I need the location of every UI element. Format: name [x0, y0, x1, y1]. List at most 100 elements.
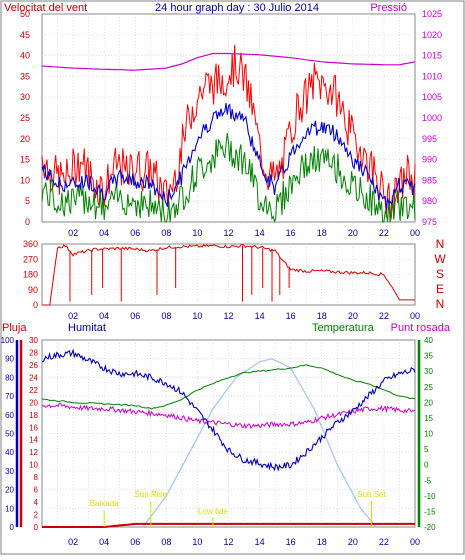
pressure-y-tick-1015: 1015 — [422, 51, 442, 61]
direction-panel-x-tick-12: 12 — [223, 311, 233, 321]
event-label-sun-set: Sun Set — [357, 490, 386, 499]
pressure-y-tick-985: 985 — [422, 175, 437, 185]
wind-y-tick-35: 35 — [20, 71, 30, 81]
direction-y-tick-360: 360 — [23, 239, 38, 249]
climate-panel-x-tick-00: 00 — [410, 537, 420, 547]
direction-panel-x-tick-16: 16 — [286, 311, 296, 321]
humidity-y-tick-60: 60 — [5, 411, 14, 420]
rain-y-tick-22: 22 — [29, 386, 38, 395]
legend-humidity: Humitat — [68, 322, 106, 334]
event-label-baixada: Baixada — [90, 499, 119, 508]
humidity-y-tick-70: 70 — [5, 392, 14, 401]
chart-title: 24 hour graph day : 30 Julio 2014 — [155, 2, 319, 14]
wind-panel-x-tick-08: 08 — [161, 228, 171, 238]
wind-panel-x-tick-04: 04 — [99, 228, 109, 238]
direction-letter-S-2: S — [436, 267, 444, 281]
pressure-y-tick-995: 995 — [422, 134, 437, 144]
direction-panel-x-tick-06: 06 — [130, 311, 140, 321]
climate-panel-x-tick-20: 20 — [348, 537, 358, 547]
direction-panel-x-tick-00: 00 — [410, 311, 420, 321]
rain-y-tick-10: 10 — [29, 461, 38, 470]
temperature-y-tick-25: 25 — [424, 383, 433, 392]
humidity-y-tick-90: 90 — [5, 355, 14, 364]
pressure-y-tick-1005: 1005 — [422, 92, 442, 102]
temperature-y-tick--20: -20 — [424, 523, 436, 532]
wind-y-tick-0: 0 — [25, 217, 30, 227]
wind-y-tick-30: 30 — [20, 92, 30, 102]
temperature-y-tick-5: 5 — [424, 445, 429, 454]
wind-direction-line — [42, 243, 415, 306]
direction-panel-x-tick-14: 14 — [255, 311, 265, 321]
wind-axis-label: Velocitat del vent — [4, 2, 87, 14]
climate-panel-x-tick-12: 12 — [223, 537, 233, 547]
pressure-y-tick-980: 980 — [422, 196, 437, 206]
humidity-y-tick-10: 10 — [5, 504, 14, 513]
temperature-line — [41, 364, 416, 410]
humidity-y-tick-40: 40 — [5, 448, 14, 457]
wind-panel-x-tick-02: 02 — [68, 228, 78, 238]
wind-gust-line — [41, 44, 416, 222]
event-label-sun-rise: Sun Rise — [135, 490, 168, 499]
wind-panel-x-tick-10: 10 — [192, 228, 202, 238]
pressure-y-tick-1000: 1000 — [422, 113, 442, 123]
humidity-y-tick-20: 20 — [5, 486, 14, 495]
wind-low-line — [41, 132, 416, 224]
wind-y-tick-25: 25 — [20, 113, 30, 123]
humidity-line — [41, 348, 416, 472]
wind-y-tick-15: 15 — [20, 155, 30, 165]
wind-panel-x-tick-14: 14 — [255, 228, 265, 238]
climate-panel-x-tick-18: 18 — [317, 537, 327, 547]
direction-y-tick-180: 180 — [23, 270, 38, 280]
pressure-y-tick-975: 975 — [422, 217, 437, 227]
pressure-y-tick-1025: 1025 — [422, 9, 442, 19]
pressure-line — [41, 52, 416, 71]
pressure-y-tick-1010: 1010 — [422, 71, 442, 81]
rain-y-tick-12: 12 — [29, 448, 38, 457]
climate-panel-x-tick-22: 22 — [379, 537, 389, 547]
temperature-y-tick-40: 40 — [424, 336, 433, 345]
temperature-y-tick-20: 20 — [424, 398, 433, 407]
rain-y-tick-6: 6 — [34, 486, 39, 495]
wind-y-tick-5: 5 — [25, 196, 30, 206]
direction-y-tick-0: 0 — [33, 300, 38, 310]
wind-panel-x-tick-12: 12 — [223, 228, 233, 238]
wind-y-tick-50: 50 — [20, 9, 30, 19]
humidity-y-tick-30: 30 — [5, 467, 14, 476]
direction-panel-x-tick-10: 10 — [192, 311, 202, 321]
rain-y-tick-30: 30 — [29, 336, 38, 345]
legend-rain: Pluja — [2, 322, 27, 334]
rain-y-tick-2: 2 — [34, 511, 39, 520]
direction-panel-x-tick-18: 18 — [317, 311, 327, 321]
rain-y-tick-28: 28 — [29, 348, 38, 357]
solar-radiation-line — [142, 358, 377, 528]
rain-y-tick-20: 20 — [29, 398, 38, 407]
climate-panel-x-tick-14: 14 — [255, 537, 265, 547]
wind-y-tick-20: 20 — [20, 134, 30, 144]
wind-panel-x-tick-18: 18 — [317, 228, 327, 238]
rain-y-tick-4: 4 — [34, 498, 39, 507]
wind-y-tick-45: 45 — [20, 30, 30, 40]
direction-panel-x-tick-02: 02 — [68, 311, 78, 321]
temperature-y-tick-35: 35 — [424, 352, 433, 361]
humidity-y-tick-80: 80 — [5, 373, 14, 382]
temperature-y-tick-10: 10 — [424, 430, 433, 439]
pressure-y-tick-1020: 1020 — [422, 30, 442, 40]
climate-panel-x-tick-04: 04 — [99, 537, 109, 547]
rain-y-tick-16: 16 — [29, 423, 38, 432]
wind-y-tick-40: 40 — [20, 51, 30, 61]
humidity-y-tick-50: 50 — [5, 430, 14, 439]
temperature-y-tick-0: 0 — [424, 461, 429, 470]
temperature-y-tick--10: -10 — [424, 492, 436, 501]
direction-letter-N-4: N — [436, 297, 445, 311]
direction-letter-W-1: W — [434, 252, 446, 266]
wind-panel-x-tick-06: 06 — [130, 228, 140, 238]
wind-panel-x-tick-16: 16 — [286, 228, 296, 238]
temperature-y-tick-15: 15 — [424, 414, 433, 423]
pressure-y-tick-990: 990 — [422, 155, 437, 165]
direction-panel-x-tick-04: 04 — [99, 311, 109, 321]
event-label-low-tide: Low tide — [198, 507, 228, 516]
rain-y-tick-0: 0 — [34, 523, 39, 532]
wind-average-line — [41, 103, 416, 211]
